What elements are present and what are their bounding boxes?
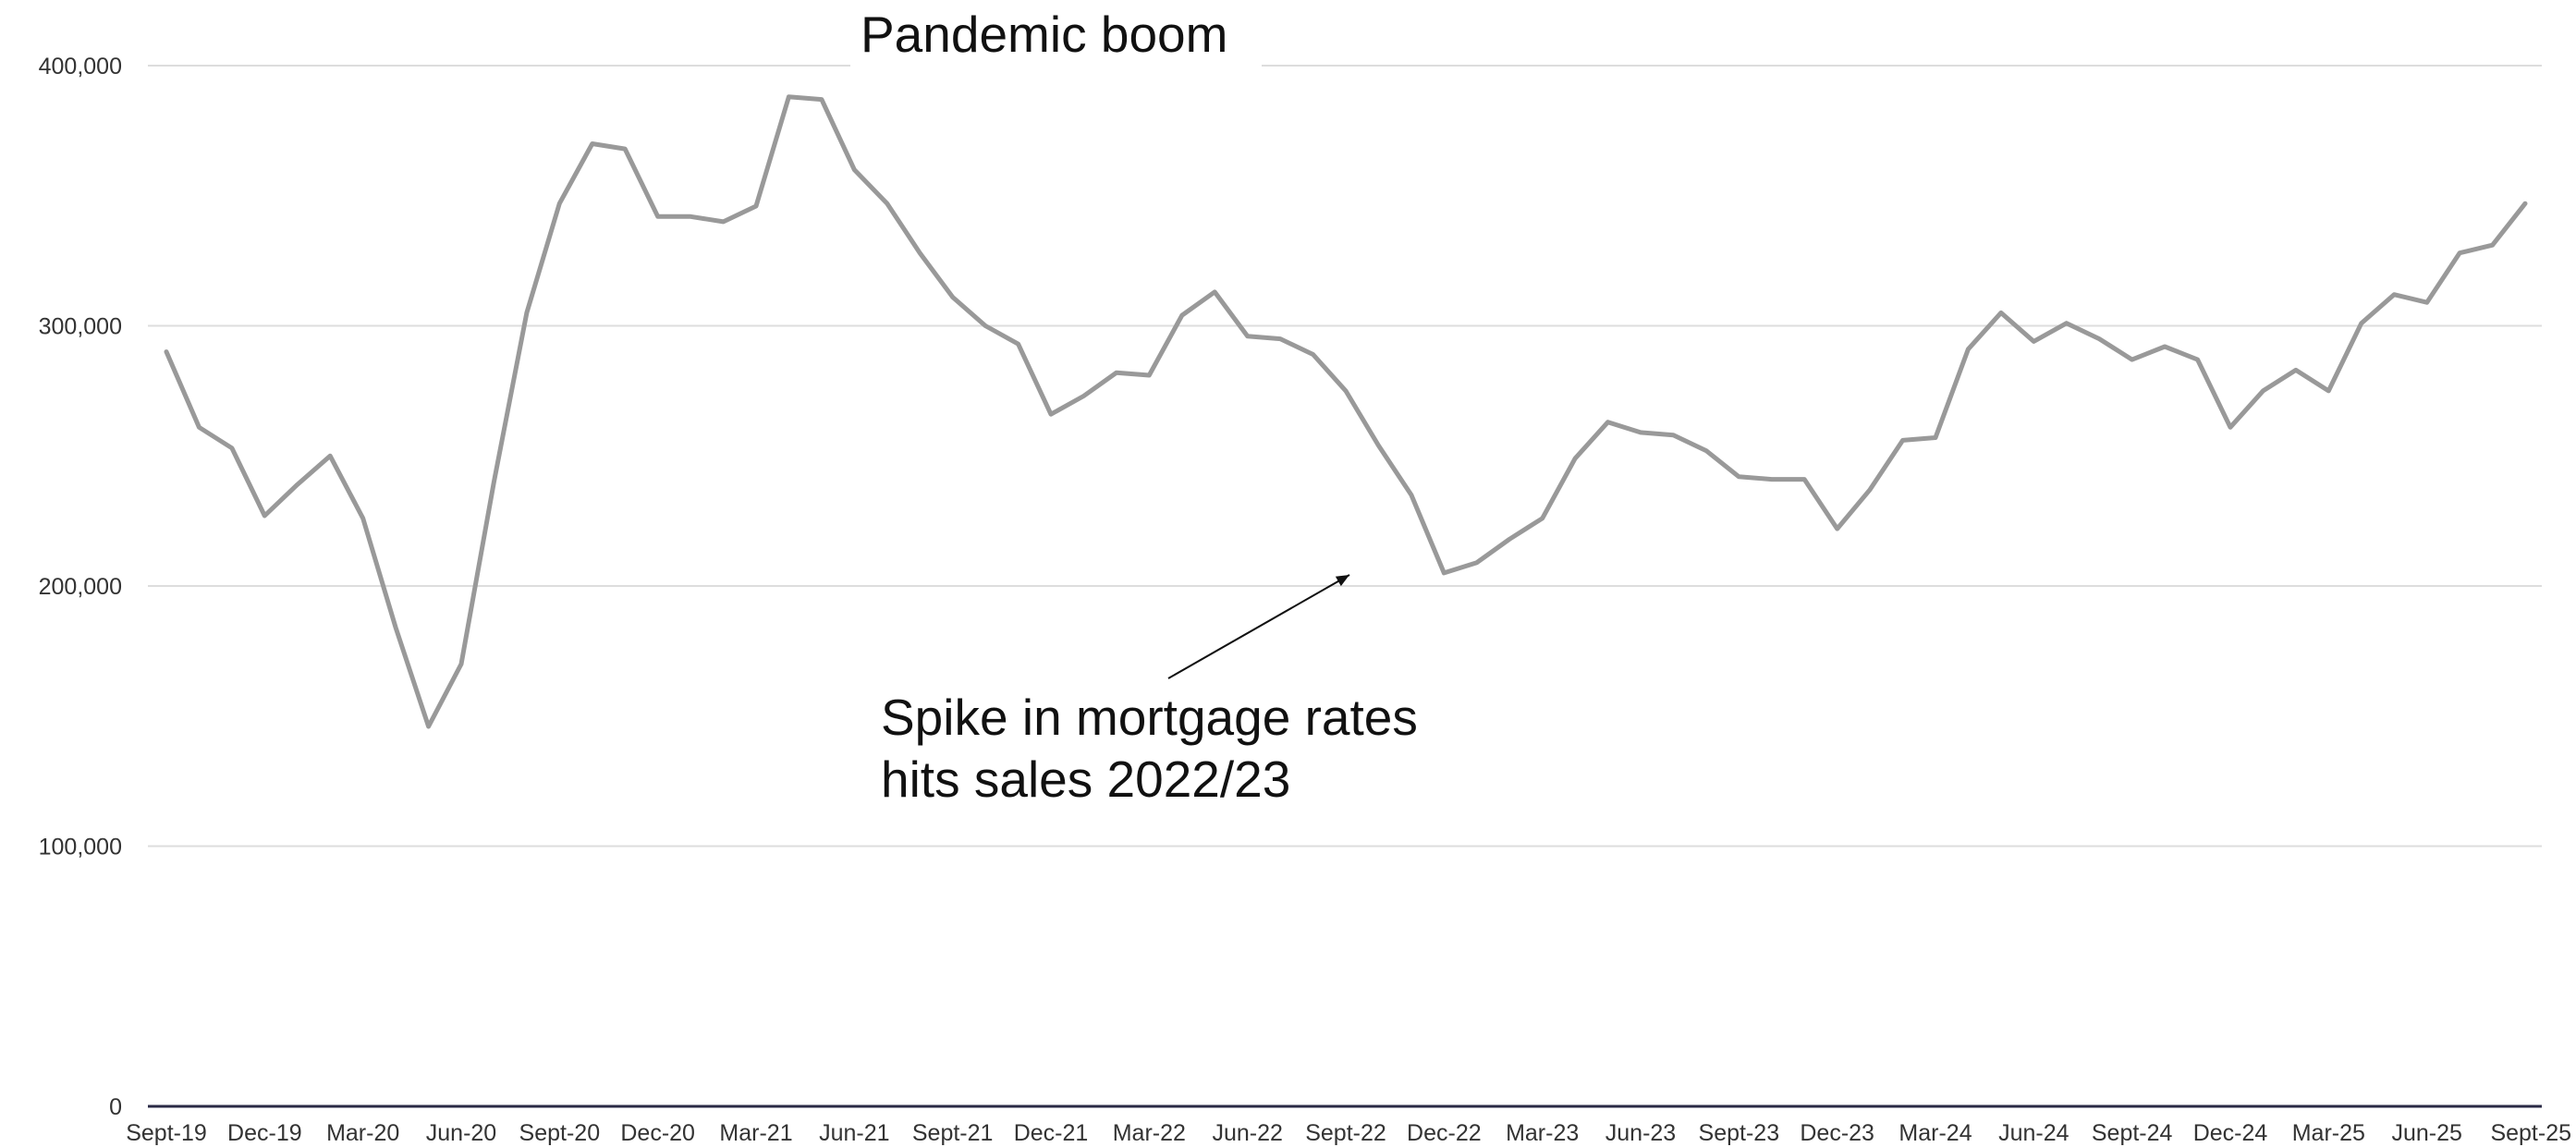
x-tick-label: Sept-23 — [1699, 1120, 1780, 1146]
annotation-arrowhead — [1335, 575, 1349, 587]
x-tick-label: Sept-22 — [1305, 1120, 1386, 1146]
x-tick-label: Mar-22 — [1113, 1120, 1186, 1146]
annotation-mortgage-line-1: Spike in mortgage rates — [881, 689, 1418, 746]
x-tick-label: Jun-22 — [1212, 1120, 1282, 1146]
x-tick-label: Dec-20 — [620, 1120, 695, 1146]
x-tick-label: Jun-23 — [1605, 1120, 1676, 1146]
y-tick-label: 100,000 — [39, 835, 122, 860]
gridlines — [148, 65, 2542, 848]
y-tick-label: 400,000 — [39, 54, 122, 79]
x-tick-label: Dec-19 — [227, 1120, 302, 1146]
x-tick-label: Mar-23 — [1506, 1120, 1579, 1146]
x-axis-ticks: Sept-19 Dec-19 Mar-20 Jun-20 Sept-20 Dec-20 Ma… — [126, 1120, 2571, 1146]
annotation-mortgage-line-2: hits sales 2022/23 — [881, 750, 1290, 808]
x-tick-label: Sept-19 — [126, 1120, 207, 1146]
x-tick-label: Mar-21 — [719, 1120, 792, 1146]
y-tick-label: 0 — [109, 1094, 122, 1120]
x-tick-label: Sept-20 — [519, 1120, 601, 1146]
x-tick-label: Mar-24 — [1898, 1120, 1972, 1146]
annotation-arrow — [1167, 574, 1350, 679]
x-tick-label: Mar-20 — [326, 1120, 399, 1146]
x-tick-label: Dec-21 — [1014, 1120, 1089, 1146]
y-axis-ticks: 0 100,000 200,000 300,000 400,000 — [39, 54, 122, 1120]
x-tick-label: Sept-24 — [2092, 1120, 2173, 1146]
y-tick-label: 300,000 — [39, 314, 122, 340]
x-tick-label: Dec-23 — [1800, 1120, 1874, 1146]
annotation-pandemic-boom: Pandemic boom — [861, 6, 1227, 63]
x-tick-label: Jun-25 — [2391, 1120, 2461, 1146]
x-tick-label: Dec-24 — [2193, 1120, 2268, 1146]
x-tick-label: Jun-21 — [819, 1120, 889, 1146]
series-line — [164, 94, 2528, 729]
annotation-background — [850, 18, 1262, 76]
y-tick-label: 200,000 — [39, 574, 122, 600]
x-tick-label: Dec-22 — [1407, 1120, 1482, 1146]
x-tick-label: Sept-25 — [2490, 1120, 2571, 1146]
x-tick-label: Jun-20 — [426, 1120, 496, 1146]
x-tick-label: Jun-24 — [1998, 1120, 2069, 1146]
x-tick-label: Mar-25 — [2292, 1120, 2365, 1146]
x-tick-label: Sept-21 — [912, 1120, 994, 1146]
